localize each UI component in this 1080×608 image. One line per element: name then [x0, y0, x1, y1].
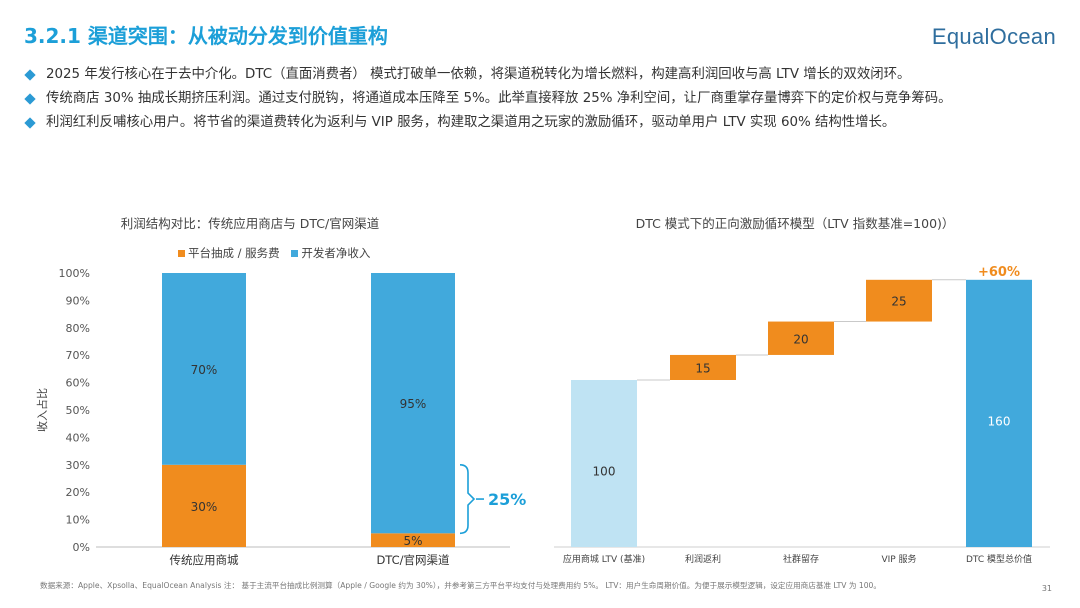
legend-item-fee: 平台抽成 / 服务费 — [178, 246, 280, 260]
diamond-bullet-icon — [24, 117, 36, 129]
legend-label-net: 开发者净收入 — [301, 246, 371, 260]
waterfall-bar — [866, 279, 932, 322]
y-tick-label: 60% — [66, 377, 90, 390]
diamond-bullet-icon — [24, 93, 36, 105]
y-tick-label: 40% — [66, 431, 90, 444]
bar-segment — [371, 533, 455, 547]
waterfall-bar — [768, 321, 834, 355]
y-tick-label: 20% — [66, 486, 90, 499]
bullet-item: 传统商店 30% 抽成长期挤压利润。通过支付脱钩，将通道成本压降至 5%。此举直… — [24, 88, 1056, 110]
equalocean-logo: EqualOcean — [931, 24, 1056, 49]
bar-value-label: 20 — [793, 332, 808, 346]
y-tick-label: 10% — [66, 514, 90, 527]
y-tick-label: 30% — [66, 459, 90, 472]
bullet-text: 2025 年发行核心在于去中介化。DTC（直面消费者） 模式打破单一依赖，将渠道… — [46, 67, 911, 82]
bar-value-label: 160 — [988, 414, 1011, 428]
bullet-text: 传统商店 30% 抽成长期挤压利润。通过支付脱钩，将通道成本压降至 5%。此举直… — [46, 91, 952, 106]
y-tick-label: 90% — [66, 294, 90, 307]
annotation-label: +60% — [978, 265, 1020, 280]
chart1-stacked-bar: 0% 10% 20% 30% 40% 50% 60% 70% 80% 90% 100% 收入占比 30%… — [35, 267, 526, 567]
bar-segment — [371, 273, 455, 534]
chart2-waterfall: 100 应用商城 LTV (基准) 15 利润返利 20 社群留存 25 VIP 服务 160 D… — [554, 265, 1050, 565]
y-tick-label: 0% — [73, 541, 90, 554]
waterfall-bar — [571, 380, 637, 547]
legend-swatch-blue — [291, 249, 299, 257]
bar-segment — [162, 273, 246, 465]
y-tick-label: 100% — [59, 267, 90, 280]
bar-value-label: 100 — [593, 465, 616, 479]
x-category-label: 应用商城 LTV (基准) — [563, 553, 645, 565]
x-category-label: DTC/官网渠道 — [376, 553, 450, 567]
bar-value-label: 25 — [891, 295, 906, 309]
y-tick-label: 70% — [66, 349, 90, 362]
bar-value-label: 95% — [400, 397, 427, 411]
bullet-text: 利润红利反哺核心用户。将节省的渠道费转化为返利与 VIP 服务，构建取之渠道用之… — [46, 115, 896, 130]
bullet-list: 2025 年发行核心在于去中介化。DTC（直面消费者） 模式打破单一依赖，将渠道… — [24, 64, 1056, 136]
chart1-legend: 平台抽成 / 服务费 开发者净收入 — [178, 245, 370, 261]
bar-value-label: 30% — [191, 500, 218, 514]
bullet-item: 2025 年发行核心在于去中介化。DTC（直面消费者） 模式打破单一依赖，将渠道… — [24, 64, 1056, 86]
x-category-label: VIP 服务 — [881, 553, 916, 565]
chart2-title: DTC 模式下的正向激励循环模型（LTV 指数基准=100)） — [635, 216, 955, 231]
waterfall-bar — [670, 354, 736, 380]
chart1-title: 利润结构对比：传统应用商店与 DTC/官网渠道 — [120, 216, 380, 231]
bar-segment — [162, 464, 246, 547]
x-category-label: 社群留存 — [783, 553, 819, 565]
bracket-annotation — [459, 464, 476, 535]
y-axis-label: 收入占比 — [35, 388, 49, 432]
x-category-label: 传统应用商城 — [170, 553, 239, 567]
x-category-label: 利润返利 — [685, 553, 721, 565]
bullet-item: 利润红利反哺核心用户。将节省的渠道费转化为返利与 VIP 服务，构建取之渠道用之… — [24, 112, 1056, 134]
page-title: 3.2.1 渠道突围：从被动分发到价值重构 — [24, 24, 388, 48]
y-tick-label: 50% — [66, 404, 90, 417]
bar-value-label: 15 — [695, 361, 710, 375]
annotation-label: 25% — [488, 490, 526, 509]
legend-label-fee: 平台抽成 / 服务费 — [188, 246, 280, 260]
page-number: 31 — [1041, 584, 1052, 593]
diamond-bullet-icon — [24, 69, 36, 81]
legend-swatch-orange — [178, 249, 185, 257]
x-category-label: DTC 模型总价值 — [966, 553, 1032, 565]
waterfall-bar — [966, 279, 1032, 547]
footer-source: 数据来源：Apple、Xpsolla、EqualOcean Analysis 注… — [40, 581, 881, 590]
y-tick-label: 80% — [66, 322, 90, 335]
legend-item-net: 开发者净收入 — [291, 246, 370, 260]
bar-value-label: 5% — [403, 534, 422, 548]
bar-value-label: 70% — [191, 363, 218, 377]
